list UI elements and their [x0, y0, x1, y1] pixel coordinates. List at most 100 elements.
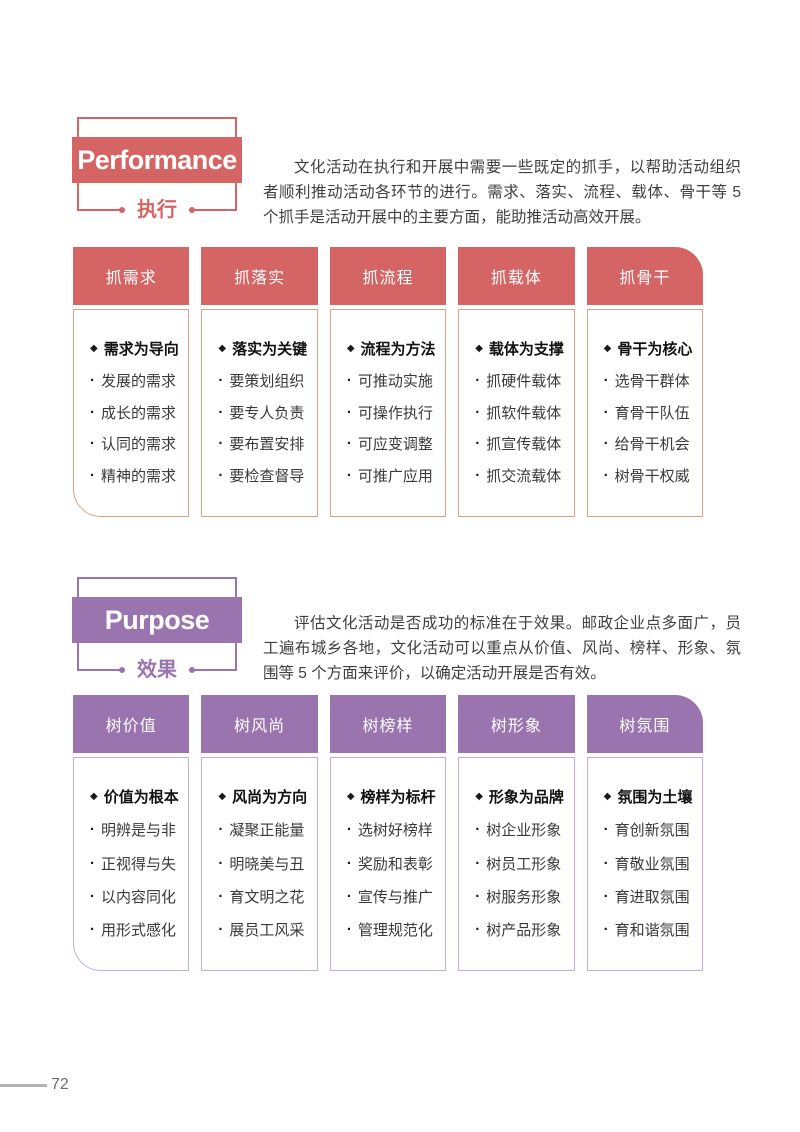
section-subtitle-row: 执行 [78, 196, 236, 224]
column-card: ◆ 载体为支撑 · 抓硬件载体 · 抓软件载体 · 抓宣传载体 · 抓交流载体 [458, 309, 575, 517]
section-title-block: Purpose 效果 [72, 577, 242, 685]
bullet-dot-icon: · [475, 467, 481, 484]
card-item: · 抓软件载体 [475, 402, 567, 423]
card-item: · 育和谐氛围 [604, 919, 696, 940]
card-item: · 认同的需求 [90, 433, 182, 454]
card-item-text: 抓硬件载体 [486, 372, 562, 390]
card-item-text: 以内容同化 [101, 888, 177, 906]
card-title-text: 骨干为核心 [617, 341, 693, 358]
column-card: ◆ 流程为方法 · 可推动实施 · 可操作执行 · 可应变调整 · 可推广应用 [329, 309, 447, 517]
card-item-text: 宣传与推广 [357, 888, 433, 906]
column-header: 树价值 [73, 695, 190, 753]
column-card: ◆ 氛围为土壤 · 育创新氛围 · 育敬业氛围 · 育进取氛围 · 育和谐氛围 [586, 757, 704, 971]
card-item-text: 明晓美与丑 [229, 855, 305, 873]
card-item-text: 可推动实施 [357, 372, 433, 390]
section-title-en: Performance [72, 137, 242, 183]
card-item: · 树企业形象 [475, 819, 567, 840]
card-item: · 育敬业氛围 [604, 853, 696, 874]
card-item-text: 要专人负责 [229, 404, 305, 422]
card-item: · 正视得与失 [90, 853, 182, 874]
card-item: · 可推广应用 [347, 465, 439, 486]
column: 抓需求 ◆ 需求为导向 · 发展的需求 · 成长的需求 · 认同的需求 · 精神的需求 [73, 247, 190, 517]
bullet-dot-icon: · [603, 435, 609, 453]
section-intro: 文化活动在执行和开展中需要一些既定的抓手，以帮助活动组织者顺利推动活动各环节的进… [263, 158, 741, 226]
card-item-text: 认同的需求 [101, 436, 177, 454]
dot-icon [189, 207, 195, 213]
card-item: · 明辨是与非 [90, 819, 182, 840]
card-item: · 宣传与推广 [347, 886, 439, 907]
bullet-dot-icon: · [603, 854, 609, 872]
card-title: ◆ 氛围为土壤 [604, 786, 696, 807]
card-title: ◆ 落实为关键 [218, 338, 310, 359]
card-item-text: 抓软件载体 [486, 404, 562, 422]
card-item: · 精神的需求 [90, 465, 182, 486]
section-title-zh: 执行 [125, 196, 189, 224]
card-item: · 育文明之花 [218, 886, 310, 907]
bullet-dot-icon: · [218, 403, 224, 421]
column-header: 树氛围 [586, 695, 704, 753]
column-card: ◆ 价值为根本 · 明辨是与非 · 正视得与失 · 以内容同化 · 用形式感化 [73, 757, 190, 971]
columns-row: 抓需求 ◆ 需求为导向 · 发展的需求 · 成长的需求 · 认同的需求 · 精神的需求 抓落实 ◆… [73, 247, 704, 517]
card-item: · 树员工形象 [475, 853, 567, 874]
card-item: · 成长的需求 [90, 402, 182, 423]
bullet-dot-icon: · [603, 371, 609, 389]
column-card: ◆ 风尚为方向 · 凝聚正能量 · 明晓美与丑 · 育文明之花 · 展员工风采 [201, 757, 318, 971]
card-item-text: 育文明之花 [229, 888, 305, 906]
card-item-text: 育和谐氛围 [614, 922, 690, 939]
bullet-dot-icon: · [90, 403, 95, 421]
card-item-text: 成长的需求 [101, 404, 177, 422]
card-item: · 抓硬件载体 [475, 370, 567, 391]
column-header: 抓需求 [73, 247, 190, 305]
card-item-text: 要检查督导 [229, 468, 305, 485]
card-item-text: 选树好榜样 [357, 822, 433, 840]
card-item-text: 树企业形象 [486, 822, 562, 840]
column: 树形象 ◆ 形象为品牌 · 树企业形象 · 树员工形象 · 树服务形象 · 树产品形象 [458, 695, 575, 971]
bullet-dot-icon: · [218, 371, 224, 389]
card-item: · 育创新氛围 [604, 819, 696, 840]
bullet-dot-icon: · [603, 821, 609, 839]
card-title: ◆ 形象为品牌 [475, 786, 567, 807]
card-item-text: 育进取氛围 [614, 888, 690, 906]
card-item-text: 抓交流载体 [486, 468, 562, 485]
card-item: · 管理规范化 [347, 919, 439, 940]
card-item: · 发展的需求 [90, 370, 182, 391]
card-title-text: 载体为支撑 [488, 341, 564, 358]
card-item-text: 树员工形象 [486, 855, 562, 873]
card-item: · 树产品形象 [475, 919, 567, 940]
column: 树风尚 ◆ 风尚为方向 · 凝聚正能量 · 明晓美与丑 · 育文明之花 · 展员工风采 [201, 695, 318, 971]
card-item-text: 树服务形象 [486, 888, 562, 906]
bullet-dot-icon: · [218, 821, 224, 839]
card-item-text: 育骨干队伍 [614, 404, 690, 422]
card-item: · 选树好榜样 [347, 819, 439, 840]
card-item: · 给骨干机会 [604, 433, 696, 454]
card-title: ◆ 价值为根本 [90, 786, 182, 807]
diamond-icon: ◆ [218, 343, 227, 354]
card-item: · 育骨干队伍 [604, 402, 696, 423]
card-item-text: 奖励和表彰 [357, 855, 433, 873]
column: 抓流程 ◆ 流程为方法 · 可推动实施 · 可操作执行 · 可应变调整 · 可推广应用 [329, 247, 447, 517]
section-title-block: Performance 执行 [72, 117, 242, 225]
card-item: · 选骨干群体 [604, 370, 696, 391]
bullet-dot-icon: · [475, 887, 481, 905]
bullet-dot-icon: · [218, 854, 224, 872]
column-card: ◆ 需求为导向 · 发展的需求 · 成长的需求 · 认同的需求 · 精神的需求 [73, 309, 190, 517]
diamond-icon: ◆ [218, 791, 227, 802]
bullet-dot-icon: · [475, 854, 481, 872]
bullet-dot-icon: · [346, 887, 352, 905]
card-item: · 展员工风采 [218, 919, 310, 940]
bullet-dot-icon: · [603, 887, 609, 905]
card-item-text: 凝聚正能量 [229, 822, 305, 840]
column: 抓载体 ◆ 载体为支撑 · 抓硬件载体 · 抓软件载体 · 抓宣传载体 · 抓交流载体 [458, 247, 575, 517]
card-item-text: 正视得与失 [101, 855, 177, 873]
card-item-text: 发展的需求 [101, 372, 177, 390]
footer-rule [0, 1084, 47, 1087]
card-item-text: 可推广应用 [357, 468, 433, 485]
section-title-zh: 效果 [125, 656, 189, 684]
card-item: · 抓交流载体 [475, 465, 567, 486]
column-card: ◆ 形象为品牌 · 树企业形象 · 树员工形象 · 树服务形象 · 树产品形象 [458, 757, 575, 971]
card-item-text: 育创新氛围 [614, 822, 690, 840]
card-item: · 要专人负责 [218, 402, 310, 423]
card-item: · 要检查督导 [218, 465, 310, 486]
card-item: · 抓宣传载体 [475, 433, 567, 454]
card-title-text: 风尚为方向 [232, 789, 308, 806]
